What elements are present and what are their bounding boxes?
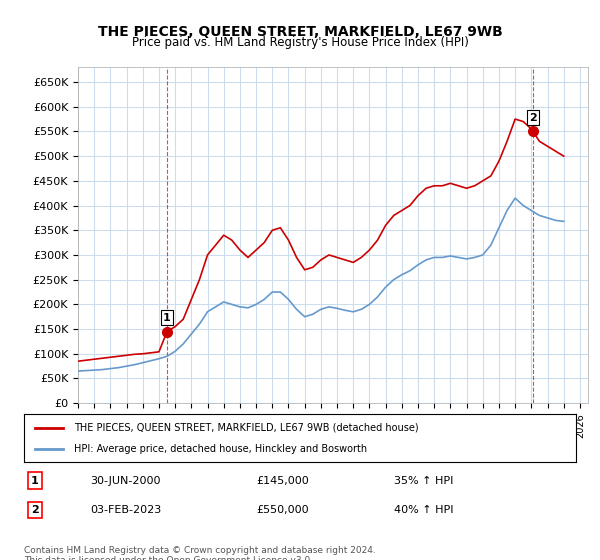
Text: 30-JUN-2000: 30-JUN-2000: [90, 476, 161, 486]
Text: £550,000: £550,000: [256, 505, 308, 515]
Text: HPI: Average price, detached house, Hinckley and Bosworth: HPI: Average price, detached house, Hinc…: [74, 444, 367, 454]
Text: 1: 1: [163, 312, 171, 323]
Text: 1: 1: [31, 476, 39, 486]
Text: 2: 2: [31, 505, 39, 515]
Text: THE PIECES, QUEEN STREET, MARKFIELD, LE67 9WB: THE PIECES, QUEEN STREET, MARKFIELD, LE6…: [98, 25, 502, 39]
Text: 40% ↑ HPI: 40% ↑ HPI: [394, 505, 454, 515]
Text: Price paid vs. HM Land Registry's House Price Index (HPI): Price paid vs. HM Land Registry's House …: [131, 36, 469, 49]
Text: 35% ↑ HPI: 35% ↑ HPI: [394, 476, 453, 486]
Text: £145,000: £145,000: [256, 476, 308, 486]
Text: Contains HM Land Registry data © Crown copyright and database right 2024.
This d: Contains HM Land Registry data © Crown c…: [24, 546, 376, 560]
Text: THE PIECES, QUEEN STREET, MARKFIELD, LE67 9WB (detached house): THE PIECES, QUEEN STREET, MARKFIELD, LE6…: [74, 423, 418, 433]
Text: 2: 2: [529, 113, 536, 123]
Text: 03-FEB-2023: 03-FEB-2023: [90, 505, 161, 515]
